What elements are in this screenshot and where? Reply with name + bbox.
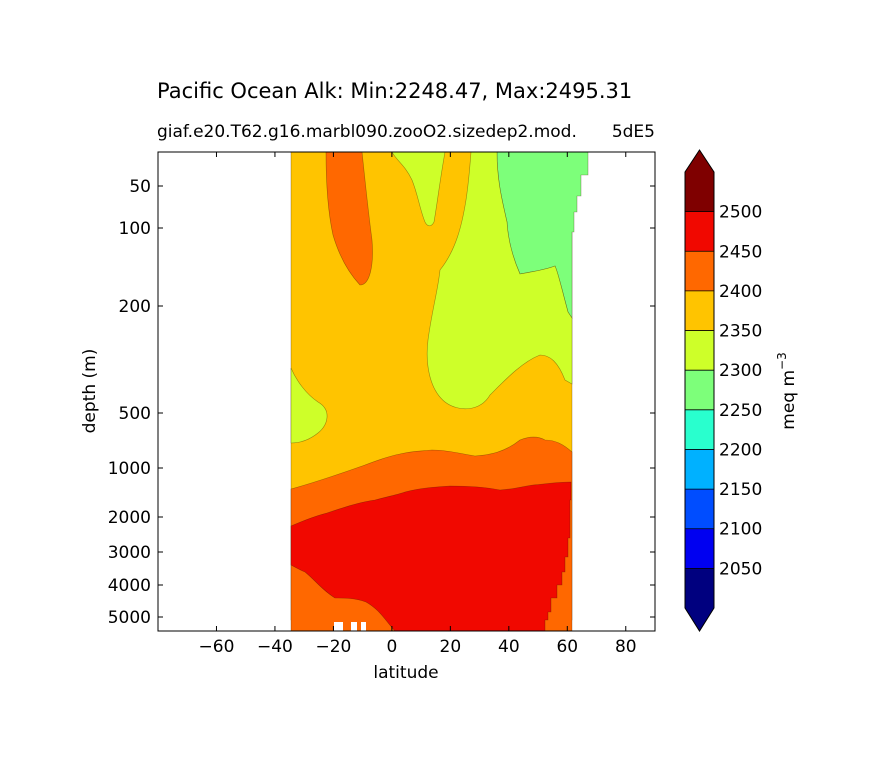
colorbar-swatch [685, 370, 714, 410]
x-tick-label: 60 [556, 637, 578, 657]
colorbar-swatch [685, 330, 714, 371]
y-tick-label: 50 [129, 177, 151, 197]
x-tick-label: −20 [315, 637, 351, 657]
region-lime-south [290, 367, 328, 444]
colorbar-label-unit: meq m [779, 370, 799, 430]
x-tick-label: −60 [199, 637, 235, 657]
colorbar-swatch [685, 211, 714, 252]
colorbar-outline [684, 149, 715, 632]
x-tick-label: 20 [440, 637, 462, 657]
colorbar-tick-label: 2050 [719, 559, 762, 579]
y-tick-label: 1000 [108, 459, 151, 479]
colorbar-tick-label: 2350 [719, 322, 762, 342]
y-tick-label: 100 [119, 219, 151, 239]
colorbar-tick-label: 2250 [719, 401, 762, 421]
colorbar-label-exponent: −3 [775, 352, 789, 370]
colorbar-label: meq m−3 [775, 352, 799, 429]
y-axis: 50 100 200 500 1000 2000 3000 4000 5000 [108, 177, 655, 628]
colorbar-swatch [685, 409, 714, 450]
x-axis: −60 −40 −20 0 20 40 60 80 [199, 152, 637, 657]
x-tick-label: 80 [615, 637, 637, 657]
colorbar-tick-label: 2200 [719, 440, 762, 460]
colorbar-swatch [685, 489, 714, 529]
colorbar-swatch [685, 528, 714, 569]
colorbar-tick-label: 2100 [719, 520, 762, 540]
plot-area [290, 151, 589, 632]
x-tick-label: −40 [257, 637, 293, 657]
colorbar-tick-label: 2300 [719, 361, 762, 381]
y-axis-label: depth (m) [80, 349, 100, 434]
region-orange-tongue [325, 151, 373, 286]
y-tick-label: 200 [119, 297, 151, 317]
plot-frame [157, 151, 656, 632]
chart-subtitle-left: giaf.e20.T62.g16.marbl090.zooO2.sizedep2… [157, 122, 577, 142]
nodata-gap-2 [351, 622, 357, 631]
region-lime-upper [391, 151, 446, 227]
x-axis-label: latitude [373, 663, 438, 683]
colorbar-swatch [685, 290, 714, 331]
y-tick-label: 3000 [108, 543, 151, 563]
x-tick-label: 40 [498, 637, 520, 657]
colorbar-extend-min [685, 608, 714, 631]
y-tick-label: 4000 [108, 576, 151, 596]
nodata-gap-3 [361, 622, 366, 631]
colorbar-swatch [685, 449, 714, 490]
colorbar-swatch [685, 172, 714, 212]
chart-title: Pacific Ocean Alk: Min:2248.47, Max:2495… [157, 79, 632, 103]
x-tick-label: 0 [386, 637, 397, 657]
colorbar-tick-label: 2450 [719, 242, 762, 262]
region-lime-north [426, 151, 573, 409]
region-red-deep [290, 481, 572, 632]
colorbar-swatch [685, 568, 714, 608]
nodata-gap-1 [334, 622, 343, 631]
colorbar-tick-label: 2400 [719, 282, 762, 302]
colorbar-tick-label: 2150 [719, 480, 762, 500]
colorbar-extend-max [685, 150, 714, 172]
colorbar-tick-label: 2500 [719, 203, 762, 223]
y-tick-label: 5000 [108, 608, 151, 628]
y-tick-label: 2000 [108, 508, 151, 528]
y-tick-label: 500 [119, 404, 151, 424]
chart-subtitle-right: 5dE5 [612, 122, 655, 142]
colorbar: 2050 2100 2150 2200 2250 2300 2350 2400 2450 2500 [684, 149, 762, 632]
colorbar-swatch [685, 251, 714, 291]
